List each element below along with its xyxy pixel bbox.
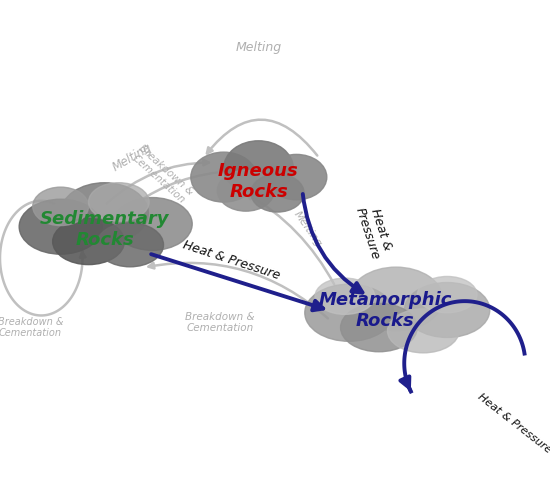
Text: Breakdown &
Cementation: Breakdown & Cementation <box>129 143 195 206</box>
Ellipse shape <box>349 267 443 331</box>
Text: Melting: Melting <box>292 210 324 249</box>
Text: Melting: Melting <box>110 141 154 174</box>
Ellipse shape <box>97 223 163 267</box>
Ellipse shape <box>19 199 102 254</box>
Text: Heat & Pressure: Heat & Pressure <box>476 391 550 455</box>
Ellipse shape <box>60 183 148 243</box>
Ellipse shape <box>305 284 393 341</box>
Text: Melting: Melting <box>235 41 282 54</box>
Ellipse shape <box>315 278 375 315</box>
Text: Sedimentary
Rocks: Sedimentary Rocks <box>40 210 169 249</box>
Ellipse shape <box>53 218 124 265</box>
Ellipse shape <box>266 154 327 200</box>
Ellipse shape <box>89 183 149 221</box>
Ellipse shape <box>191 152 257 202</box>
Text: Breakdown &
Cementation: Breakdown & Cementation <box>185 312 255 334</box>
Ellipse shape <box>340 304 417 352</box>
Text: Metamorphic
Rocks: Metamorphic Rocks <box>318 291 452 330</box>
Text: Breakdown &
Cementation: Breakdown & Cementation <box>0 316 63 338</box>
Ellipse shape <box>251 174 304 212</box>
Text: Igneous
Rocks: Igneous Rocks <box>218 162 299 201</box>
Text: Heat & Pressure: Heat & Pressure <box>181 239 281 282</box>
Ellipse shape <box>113 197 192 250</box>
Ellipse shape <box>387 309 459 353</box>
Ellipse shape <box>417 276 477 313</box>
Ellipse shape <box>224 141 293 195</box>
Ellipse shape <box>217 170 274 211</box>
Ellipse shape <box>33 187 89 226</box>
Text: Heat &
Pressure: Heat & Pressure <box>353 202 395 262</box>
Ellipse shape <box>404 282 490 337</box>
